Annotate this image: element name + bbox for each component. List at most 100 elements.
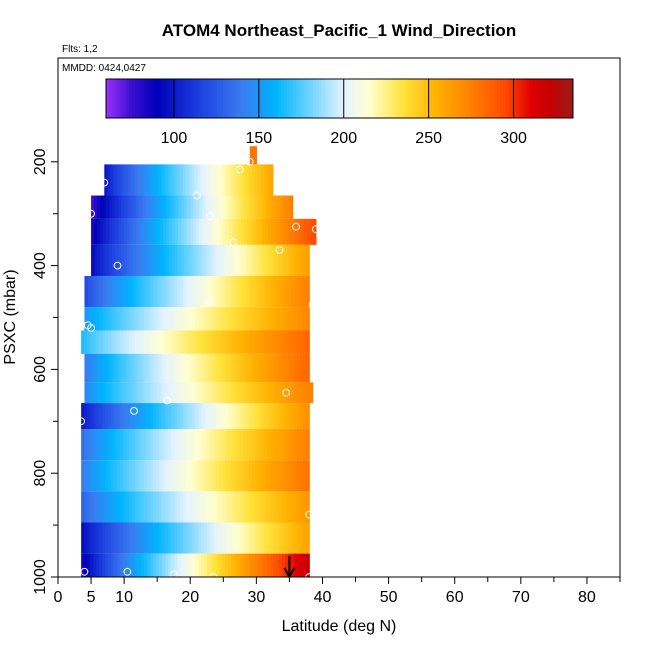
heatmap-cell — [153, 460, 157, 492]
heatmap-cell — [117, 382, 122, 404]
heatmap-cell — [195, 353, 199, 383]
colorbar-segment — [348, 79, 352, 118]
heatmap-cell — [105, 307, 110, 331]
heatmap-cell — [201, 429, 205, 461]
heatmap-cell — [294, 403, 298, 430]
heatmap-cell — [84, 491, 88, 523]
heatmap-cell — [123, 491, 127, 523]
colorbar-segment — [202, 79, 206, 118]
heatmap-cell — [216, 275, 220, 308]
heatmap-cell — [201, 382, 206, 404]
heatmap-cell — [228, 522, 232, 554]
heatmap-cell — [183, 275, 187, 308]
heatmap-cell — [177, 244, 182, 276]
heatmap-cell — [229, 195, 234, 219]
x-tick-label: 50 — [380, 589, 398, 606]
heatmap-cell — [129, 330, 133, 354]
heatmap-cell — [219, 330, 223, 354]
heatmap-cell — [103, 195, 107, 219]
heatmap-cell — [231, 330, 235, 354]
heatmap-cell — [249, 460, 253, 492]
colorbar-segment — [123, 79, 127, 118]
heatmap-cell — [204, 218, 209, 245]
heatmap-cell — [121, 195, 125, 219]
heatmap-cell — [168, 275, 172, 308]
heatmap-cell — [216, 491, 220, 523]
heatmap-cell — [168, 353, 172, 383]
heatmap-cell — [309, 218, 314, 245]
heatmap-cell — [267, 275, 271, 308]
heatmap-cell — [132, 353, 136, 383]
heatmap-cell — [303, 244, 307, 276]
heatmap-cell — [183, 218, 188, 245]
heatmap-cell — [123, 330, 127, 354]
heatmap-cell — [141, 275, 145, 308]
heatmap-cell — [97, 218, 101, 245]
data-point-marker — [275, 246, 284, 254]
heatmap-cell — [276, 275, 280, 308]
heatmap-cell — [90, 353, 95, 383]
heatmap-cell — [246, 553, 250, 577]
heatmap-cell — [217, 195, 222, 219]
colorbar-segment — [106, 79, 110, 118]
heatmap-cell — [198, 522, 202, 554]
colorbar-segment — [126, 79, 130, 118]
colorbar-segment — [319, 79, 323, 118]
heatmap-cell — [162, 553, 166, 577]
heatmap-cell — [122, 164, 126, 196]
heatmap-cell — [188, 164, 193, 196]
heatmap-cell — [90, 382, 95, 404]
heatmap-cell — [189, 553, 193, 577]
colorbar-segment — [257, 79, 262, 118]
heatmap-cell — [267, 460, 271, 492]
heatmap-cell — [254, 164, 259, 196]
heatmap-cell — [294, 353, 298, 383]
heatmap-cell — [108, 307, 113, 331]
heatmap-cell — [252, 330, 256, 354]
heatmap-cell — [234, 553, 238, 577]
heatmap-cell — [273, 553, 277, 577]
heatmap-cell — [267, 403, 271, 430]
heatmap-cell — [240, 330, 244, 354]
heatmap-cell — [237, 553, 241, 577]
heatmap-cell — [255, 522, 259, 554]
heatmap-cell — [156, 307, 160, 331]
heatmap-cell — [138, 403, 142, 430]
heatmap-cell — [222, 307, 226, 331]
heatmap-cell — [228, 307, 232, 331]
heatmap-cell — [147, 553, 151, 577]
heatmap-cell — [189, 275, 193, 308]
heatmap-cell — [126, 491, 130, 523]
heatmap-cell — [198, 491, 202, 523]
heatmap-cell — [243, 382, 248, 404]
heatmap-cell — [180, 353, 184, 383]
heatmap-cell — [154, 195, 158, 219]
heatmap-cell — [180, 522, 184, 554]
heatmap-cell — [285, 522, 289, 554]
heatmap-cell — [267, 353, 271, 383]
heatmap-cell — [186, 244, 191, 276]
heatmap-cell — [125, 164, 129, 196]
heatmap-cell — [282, 275, 286, 308]
heatmap-cell — [189, 330, 193, 354]
heatmap-cell — [96, 522, 100, 554]
colorbar-segment — [570, 79, 574, 118]
heatmap-cell — [120, 353, 125, 383]
heatmap-cell — [127, 218, 131, 245]
heatmap-cell — [288, 382, 293, 404]
heatmap-cell — [297, 275, 301, 308]
heatmap-cell — [108, 429, 112, 461]
heatmap-cell — [162, 491, 166, 523]
heatmap-cell — [102, 307, 107, 331]
heatmap-cell — [288, 522, 292, 554]
heatmap-cell — [249, 244, 254, 276]
colorbar-segment — [526, 79, 530, 118]
heatmap-cell — [150, 491, 154, 523]
heatmap-cell — [246, 382, 251, 404]
heatmap-cell — [231, 353, 235, 383]
heatmap-cell — [268, 195, 273, 219]
colorbar-segment — [316, 79, 320, 118]
colorbar-segment — [196, 79, 200, 118]
heatmap-cell — [240, 460, 244, 492]
heatmap-cell — [118, 195, 122, 219]
